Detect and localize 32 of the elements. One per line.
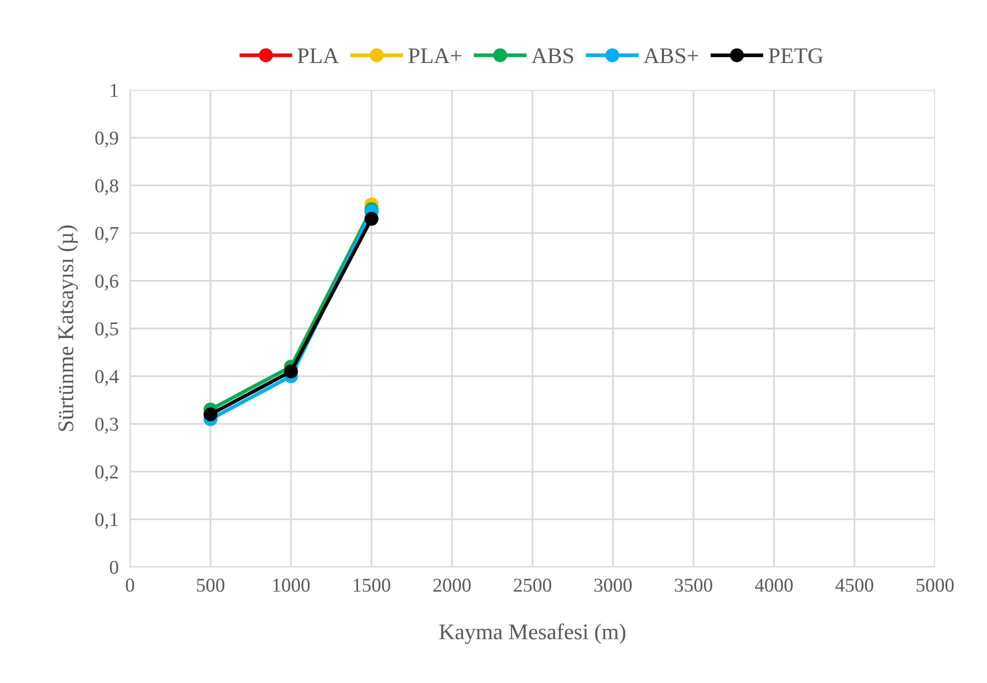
x-tick-label: 5000	[916, 578, 954, 592]
x-tick-label: 500	[197, 578, 224, 592]
x-tick-label: 4000	[754, 578, 793, 592]
legend-label: ABS+	[644, 48, 698, 64]
y-tick-label: 0	[110, 560, 118, 574]
x-tick-label: 4500	[835, 578, 874, 592]
y-tick-label: 0,6	[95, 274, 118, 291]
y-tick-label: 1	[110, 84, 118, 97]
x-tick-label: 3000	[594, 578, 632, 592]
legend-label: ABS	[531, 48, 574, 64]
legend-label: PETG	[768, 48, 823, 64]
y-tick-label: 0,5	[95, 322, 118, 338]
x-tick-label: 2500	[514, 578, 552, 592]
point	[204, 407, 218, 422]
legend-label: PLA	[298, 48, 339, 64]
x-tick-label: 0	[126, 578, 134, 592]
y-tick-label: 0,1	[95, 513, 118, 530]
x-tick-label: 1500	[354, 578, 390, 592]
y-tick-label: 0,7	[95, 226, 118, 243]
point	[284, 364, 298, 378]
x-tick-label: 1000	[273, 578, 310, 592]
y-tick-label: 0,8	[95, 179, 118, 196]
legend-label: PLA+	[408, 48, 462, 64]
x-axis-title: Kayma Mesafesi (m)	[439, 624, 626, 644]
x-tick-label: 2000	[433, 578, 471, 592]
x-tick-label: 3500	[674, 578, 712, 592]
y-axis-title: Sürtünme Katsayısı (µ)	[58, 226, 78, 431]
y-tick-label: 0,4	[95, 370, 119, 386]
point	[364, 212, 378, 226]
y-tick-label: 0,2	[95, 465, 118, 482]
y-tick-label: 0,9	[95, 132, 118, 148]
y-tick-label: 0,3	[95, 418, 118, 434]
